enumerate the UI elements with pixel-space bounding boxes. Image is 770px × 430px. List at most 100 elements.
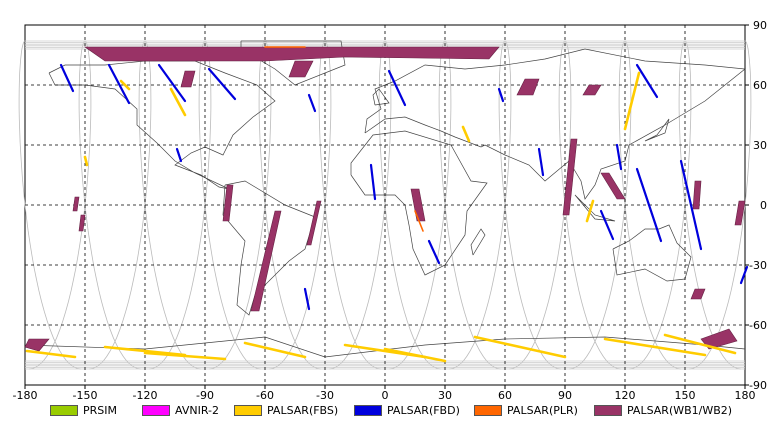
x-tick-label: -30: [316, 389, 334, 402]
fbs-segment: [383, 347, 447, 363]
fbs-segment: [25, 349, 77, 359]
plr-segments: [264, 46, 424, 232]
fbd-segment: [739, 265, 749, 285]
legend-label: PALSAR(WB1/WB2): [627, 403, 733, 417]
y-tick-label: 90: [753, 19, 767, 32]
fbs-segment: [119, 79, 131, 91]
x-tick-label: 150: [675, 389, 696, 402]
wb-swath: [306, 200, 322, 246]
x-tick-labels: -180 -150 -120 -90 -60 -30 0 30 60 90 120 150 180: [13, 385, 756, 402]
legend-item-palsar-wb: PALSAR(WB1/WB2): [594, 403, 732, 417]
wb-swath: [84, 46, 500, 62]
wb-swath: [288, 60, 314, 78]
x-tick-label: 180: [735, 389, 756, 402]
fbs-segments: [25, 71, 737, 363]
wb-swath: [692, 180, 702, 210]
x-tick-label: 120: [615, 389, 636, 402]
fbs-segment: [169, 87, 187, 117]
fbd-segment: [387, 69, 407, 107]
legend-item-prsim: PRSIM: [50, 403, 117, 417]
x-tick-label: -60: [256, 389, 274, 402]
y-tick-label: -30: [749, 259, 767, 272]
legend-item-palsar-fbs: PALSAR(FBS): [234, 403, 338, 417]
wb-swatch: [594, 404, 622, 416]
coastline: [612, 224, 692, 282]
fbd-segment: [635, 167, 663, 243]
coastline: [644, 118, 670, 142]
fbd-segment: [679, 159, 703, 251]
y-tick-label: 0: [760, 199, 767, 212]
fbd-segment: [303, 287, 311, 311]
legend-item-palsar-plr: PALSAR(PLR): [474, 403, 578, 417]
wb-swath: [72, 196, 80, 212]
fbs-segment: [585, 199, 595, 223]
wb-swath: [562, 138, 578, 216]
x-tick-label: -120: [133, 389, 158, 402]
fbd-segment: [599, 209, 615, 241]
fbd-segment: [427, 239, 441, 265]
wb-swath: [734, 200, 746, 226]
coastline: [48, 60, 276, 190]
fbd-segment: [537, 147, 545, 177]
wb-swath: [250, 210, 282, 312]
fbd-segment: [157, 63, 187, 103]
fbd-segment: [207, 67, 237, 101]
x-tick-label: -90: [196, 389, 214, 402]
coastline: [24, 336, 746, 358]
wb-swath: [582, 84, 602, 96]
avnir2-swatch: [142, 404, 170, 416]
fbs-segment: [473, 335, 567, 359]
legend-label: PALSAR(FBD): [387, 403, 460, 417]
legend-item-palsar-fbd: PALSAR(FBD): [354, 403, 460, 417]
fbs-segment: [103, 345, 187, 357]
plr-swatch: [474, 404, 502, 416]
wb-swaths: [24, 46, 746, 352]
x-tick-label: -150: [73, 389, 98, 402]
fbs-segment: [623, 71, 641, 131]
wb-swath: [24, 338, 50, 352]
y-tick-label: -90: [749, 379, 767, 392]
wb-swath: [690, 288, 706, 300]
y-tick-label: 60: [753, 79, 767, 92]
fbs-segment: [243, 341, 307, 359]
x-tick-label: 0: [382, 389, 389, 402]
fbd-segment: [497, 87, 505, 103]
wb-swath: [222, 184, 234, 222]
fbs-segment: [461, 125, 471, 143]
fbs-segment: [663, 333, 737, 355]
legend-label: PRSIM: [83, 403, 117, 417]
y-tick-labels: 90 60 30 0 -30 -60 -90: [745, 19, 767, 392]
legend-label: AVNIR-2: [175, 403, 219, 417]
fbd-segment: [369, 163, 377, 201]
wb-swath: [516, 78, 540, 96]
x-tick-label: 90: [558, 389, 572, 402]
fbs-segment: [603, 337, 707, 357]
coastline: [574, 194, 616, 222]
wb-swath: [600, 172, 626, 200]
legend: PRSIM AVNIR-2 PALSAR(FBS) PALSAR(FBD) PA…: [0, 400, 770, 422]
legend-label: PALSAR(FBS): [267, 403, 339, 417]
fbd-segment: [175, 147, 183, 163]
plr-segment: [414, 210, 424, 232]
coastline: [470, 228, 486, 256]
prsim-swatch: [50, 404, 78, 416]
fbs-swatch: [234, 404, 262, 416]
fbd-segment: [59, 63, 75, 93]
coastline: [350, 130, 488, 276]
y-tick-label: 30: [753, 139, 767, 152]
wb-swath: [78, 214, 86, 232]
fbd-swatch: [354, 404, 382, 416]
x-tick-label: 60: [498, 389, 512, 402]
wb-swath: [180, 70, 196, 88]
fbd-segments: [59, 63, 749, 311]
y-tick-label: -60: [749, 319, 767, 332]
coastline: [372, 88, 390, 106]
fbd-segment: [615, 143, 623, 171]
fbd-segment: [107, 63, 131, 105]
fbs-segment: [143, 351, 227, 361]
fbd-segment: [307, 93, 317, 113]
x-tick-label: 30: [438, 389, 452, 402]
legend-label: PALSAR(PLR): [507, 403, 578, 417]
fbs-segment: [83, 155, 89, 167]
